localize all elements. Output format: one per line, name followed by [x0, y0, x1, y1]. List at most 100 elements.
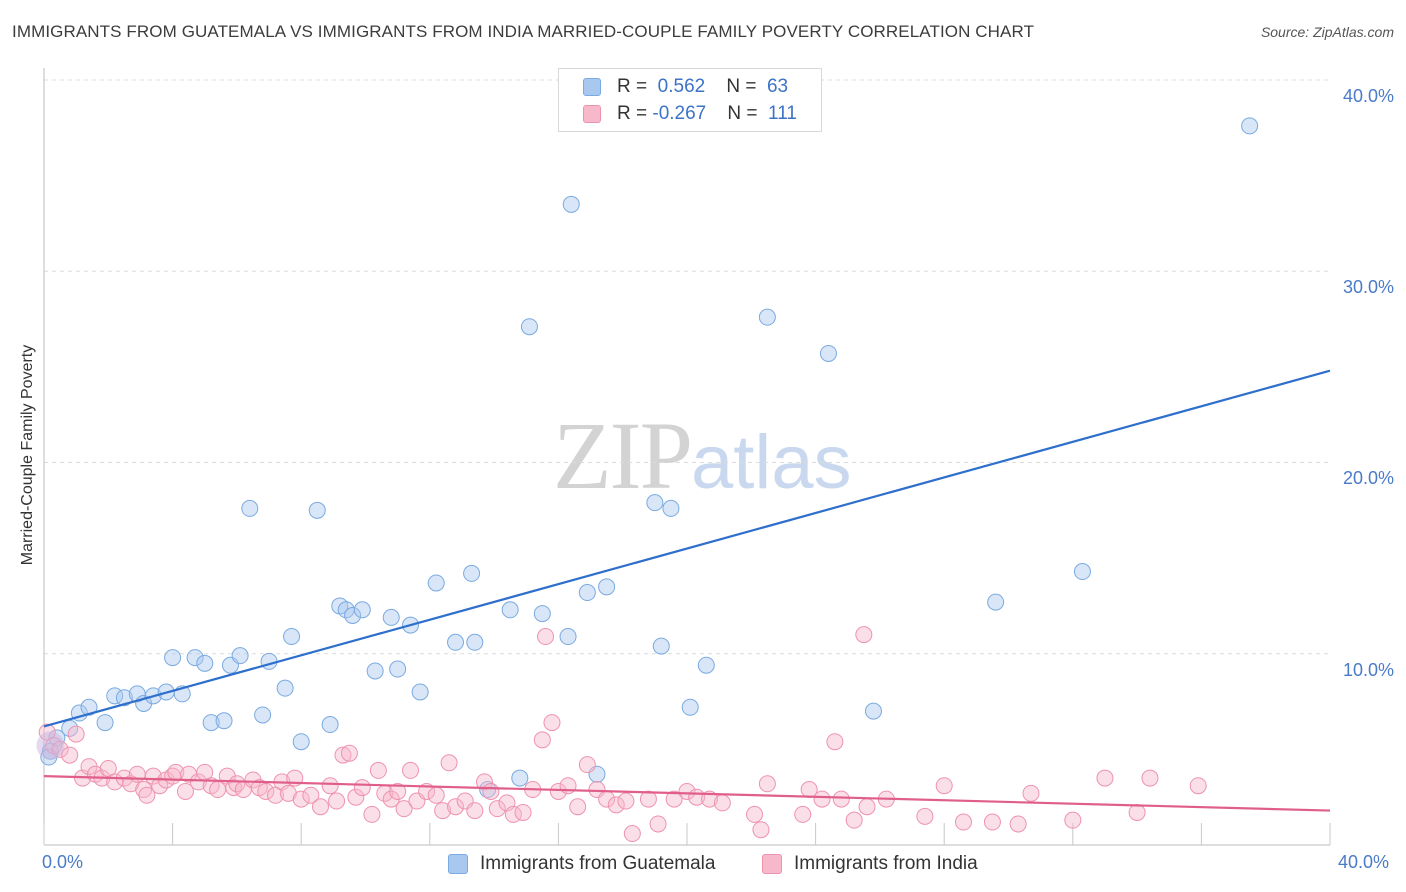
y-axis-label: Married-Couple Family Poverty — [19, 344, 36, 566]
legend-text-guatemala: R = 0.562 N = 63 — [617, 76, 788, 98]
data-point-india — [328, 792, 346, 810]
data-point-india — [549, 782, 567, 800]
data-point-guatemala — [501, 601, 519, 619]
data-point-guatemala — [164, 649, 182, 667]
data-point-india — [138, 786, 156, 804]
legend-text-india: R = -0.267 N = 111 — [617, 103, 797, 125]
y-tick-label-10: 10.0% — [1342, 660, 1394, 680]
axes — [43, 68, 1331, 846]
data-point-india — [353, 779, 371, 797]
grid-lines — [44, 79, 1330, 655]
y-tick-label-20: 20.0% — [1342, 468, 1394, 488]
data-point-guatemala — [196, 654, 214, 672]
data-point-guatemala — [681, 698, 699, 716]
data-point-india — [302, 786, 320, 804]
data-point-india — [983, 813, 1001, 831]
data-point-india — [533, 731, 551, 749]
data-point-india — [794, 805, 812, 823]
trend-lines — [43, 369, 1331, 812]
data-point-guatemala — [598, 578, 616, 596]
data-point-india — [543, 714, 561, 732]
data-point-india — [832, 790, 850, 808]
data-point-guatemala — [411, 683, 429, 701]
correlation-legend: R = 0.562 N = 63 R = -0.267 N = 111 — [558, 68, 822, 132]
data-point-india — [1128, 803, 1146, 821]
data-point-guatemala — [241, 499, 259, 517]
legend-r-label: R = — [617, 76, 653, 97]
data-point-guatemala — [520, 318, 538, 336]
data-point-india — [67, 725, 85, 743]
data-point-guatemala — [260, 652, 278, 670]
data-point-guatemala — [96, 714, 114, 732]
data-point-india — [440, 754, 458, 772]
data-point-india — [623, 825, 641, 843]
data-point-india — [340, 744, 358, 762]
data-point-india — [176, 782, 194, 800]
data-point-guatemala — [308, 501, 326, 519]
data-point-guatemala — [447, 633, 465, 651]
series-swatch-india — [762, 854, 782, 874]
data-point-india — [347, 788, 365, 806]
data-point-india — [1141, 769, 1159, 787]
legend-r-label: R = — [617, 103, 653, 124]
watermark: ZIPatlas — [553, 400, 852, 511]
data-point-india — [389, 782, 407, 800]
data-point-india — [935, 777, 953, 795]
data-point-guatemala — [646, 494, 664, 512]
data-point-india — [1189, 777, 1207, 795]
data-point-guatemala — [466, 633, 484, 651]
data-point-india — [639, 790, 657, 808]
data-point-india — [752, 821, 770, 839]
legend-r-value: -0.267 — [652, 103, 707, 124]
data-point-india — [514, 803, 532, 821]
data-point-india — [475, 773, 493, 791]
data-point-cluster — [36, 731, 65, 760]
data-point-india — [334, 746, 352, 764]
data-point-india — [758, 775, 776, 793]
data-point-india — [427, 786, 445, 804]
data-point-india — [858, 798, 876, 816]
data-point-india — [1064, 811, 1082, 829]
data-point-india — [209, 781, 227, 799]
legend-n-value: 111 — [768, 103, 797, 124]
data-point-india — [1009, 815, 1027, 833]
data-point-guatemala — [1241, 117, 1259, 135]
data-point-guatemala — [562, 195, 580, 213]
data-point-india — [649, 815, 667, 833]
data-point-guatemala — [463, 564, 481, 582]
data-point-guatemala — [115, 689, 133, 707]
data-point-india — [845, 811, 863, 829]
legend-swatch-guatemala — [583, 78, 601, 96]
data-point-guatemala — [533, 605, 551, 623]
data-point-guatemala — [231, 647, 249, 665]
data-point-guatemala — [389, 660, 407, 678]
data-point-guatemala — [353, 601, 371, 619]
data-points — [36, 117, 1259, 843]
data-point-india — [61, 746, 79, 764]
data-point-india — [466, 802, 484, 820]
data-point-india — [228, 775, 246, 793]
data-point-india — [813, 790, 831, 808]
data-point-india — [746, 805, 764, 823]
series-label-india: Immigrants from India — [794, 853, 978, 874]
legend-n-label: N = — [727, 103, 763, 124]
data-point-india — [369, 761, 387, 779]
data-point-india — [617, 792, 635, 810]
data-point-india — [292, 790, 310, 808]
legend-n-label: N = — [726, 76, 762, 97]
data-point-india — [151, 777, 169, 795]
legend-swatch-india — [583, 105, 601, 123]
data-point-guatemala — [186, 649, 204, 667]
data-point-india — [1022, 784, 1040, 802]
data-point-guatemala — [344, 607, 362, 624]
data-point-india — [363, 805, 381, 823]
data-point-india — [713, 794, 731, 812]
chart-title: IMMIGRANTS FROM GUATEMALA VS IMMIGRANTS … — [12, 22, 1035, 41]
x-tick-label-max: 40.0% — [1338, 852, 1390, 872]
data-point-india — [402, 761, 420, 779]
data-point-guatemala — [215, 712, 233, 730]
trend-line-india — [43, 775, 1331, 812]
data-point-guatemala — [427, 574, 445, 592]
data-point-guatemala — [202, 714, 220, 732]
data-point-india — [447, 798, 465, 816]
